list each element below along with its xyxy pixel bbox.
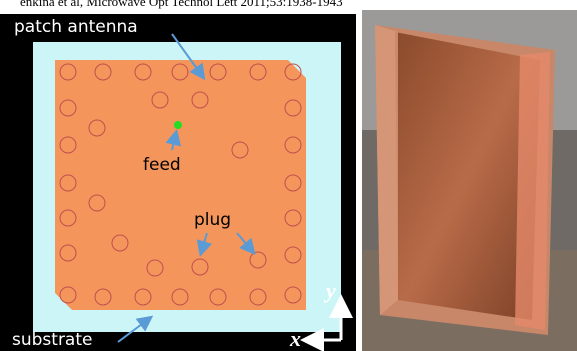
label-substrate: substrate <box>12 330 92 350</box>
label-plug: plug <box>194 210 231 230</box>
feed-point <box>174 121 182 129</box>
label-patch-antenna: patch antenna <box>14 17 138 37</box>
caption: enkina et al, Microwave Opt Technol Lett… <box>20 0 343 9</box>
figure: enkina et al, Microwave Opt Technol Lett… <box>0 0 577 351</box>
label-feed: feed <box>143 155 181 175</box>
page: enkina et al, Microwave Opt Technol Lett… <box>0 0 577 351</box>
x-label: x <box>289 326 301 351</box>
patch <box>55 60 306 310</box>
photo <box>362 10 577 351</box>
